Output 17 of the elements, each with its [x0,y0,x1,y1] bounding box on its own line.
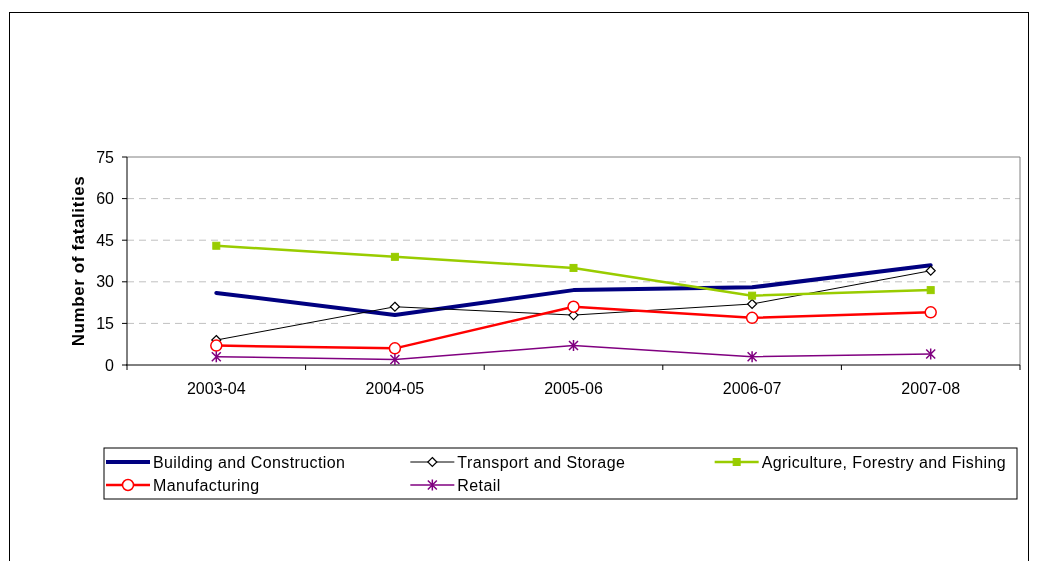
y-tick-label: 45 [96,231,115,249]
legend-label: Transport and Storage [457,453,626,471]
x-tick-label: 2005-06 [544,380,603,397]
y-axis-title: Number of fatalities [69,175,88,347]
x-tick-label: 2006-07 [722,380,782,397]
x-tick-label: 2004-05 [365,380,425,397]
y-tick-label: 30 [96,273,115,291]
y-tick-label: 60 [96,190,115,208]
legend-label: Agriculture, Forestry and Fishing [761,453,1007,471]
y-tick-label: 75 [96,148,115,166]
y-tick-label: 15 [96,315,115,332]
x-tick-label: 2007-08 [901,380,961,397]
legend-label: Building and Construction [153,453,346,471]
y-tick-label: 0 [105,356,115,374]
legend-label: Retail [457,476,501,494]
x-tick-label: 2003-04 [186,380,246,397]
legend-label: Manufacturing [153,476,260,494]
